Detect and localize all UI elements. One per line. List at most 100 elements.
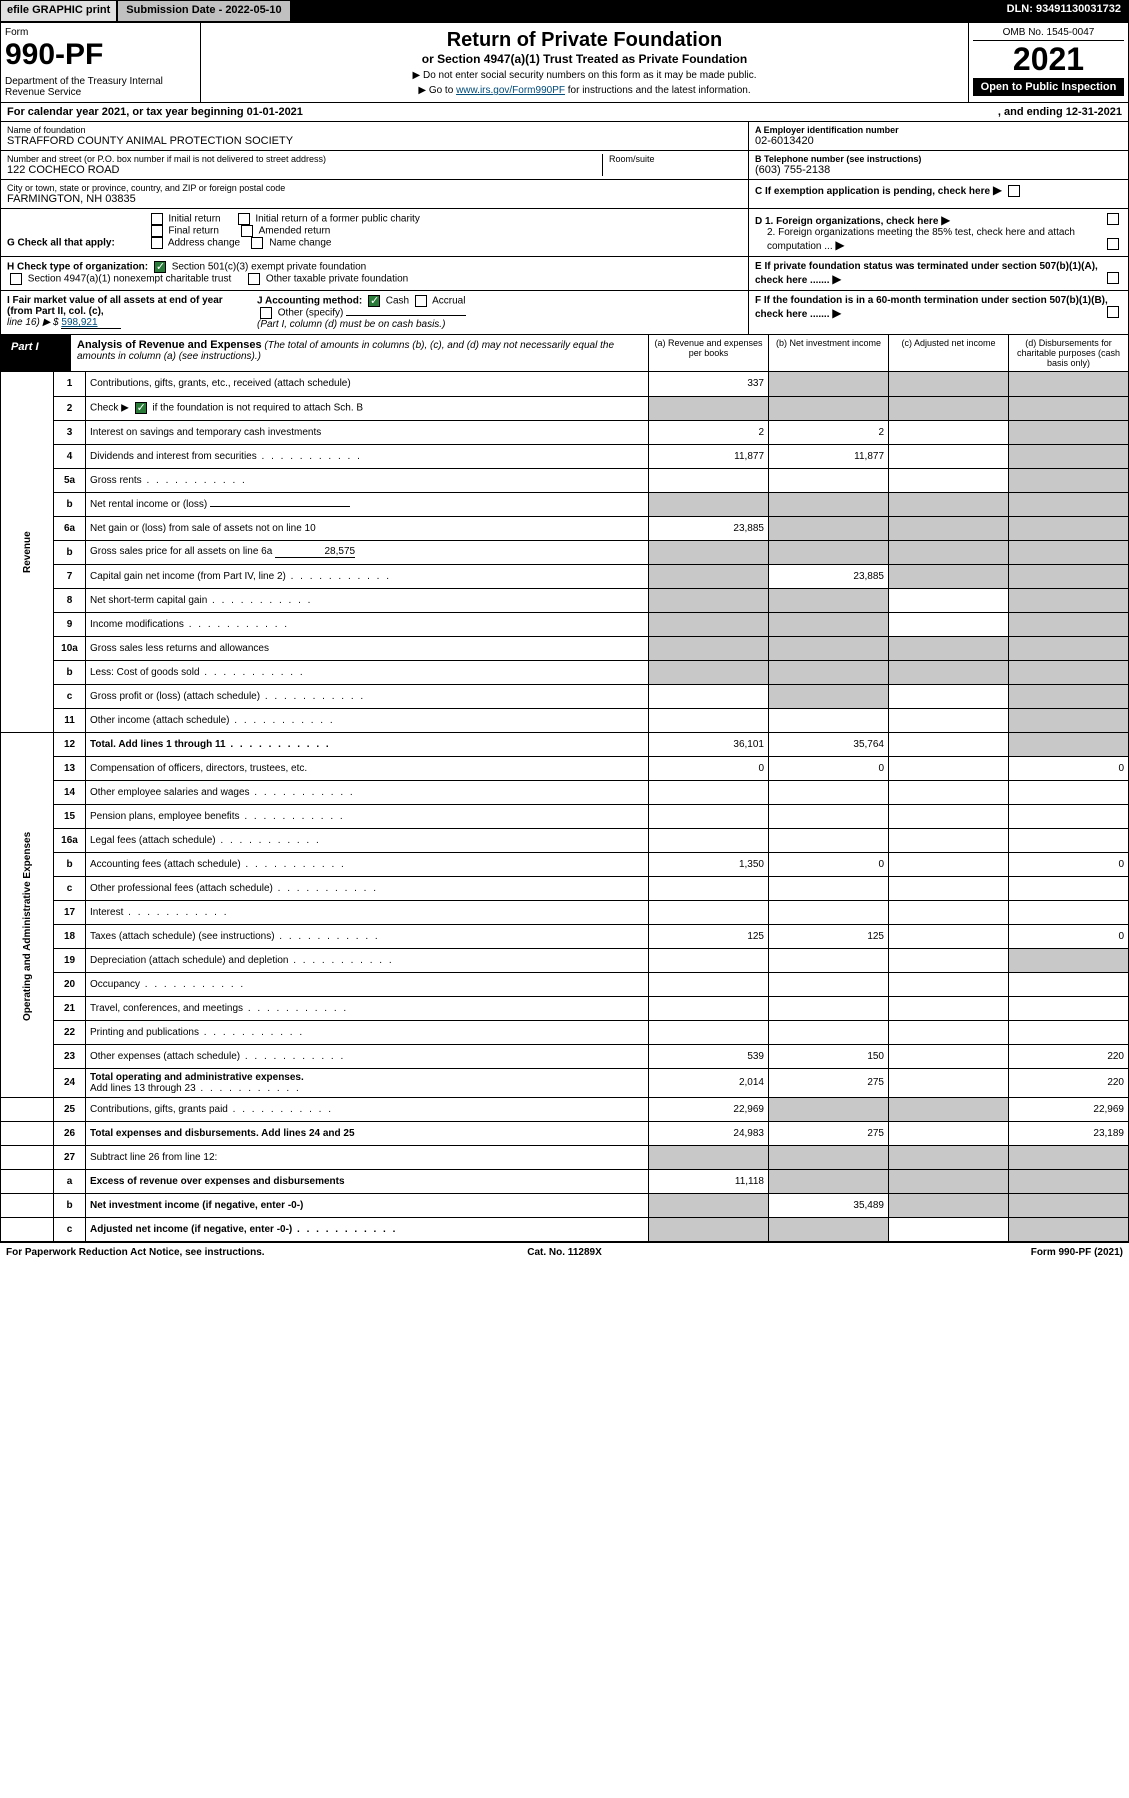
amt-d: 22,969 bbox=[1009, 1097, 1129, 1121]
amt-c bbox=[889, 852, 1009, 876]
section-d: D 1. Foreign organizations, check here ▶… bbox=[748, 209, 1128, 256]
amt-b bbox=[769, 636, 889, 660]
h-501c3-checkbox[interactable] bbox=[154, 261, 166, 273]
line-num: 1 bbox=[54, 372, 86, 396]
part1-title: Analysis of Revenue and Expenses bbox=[77, 339, 262, 351]
line-desc: Depreciation (attach schedule) and deple… bbox=[86, 948, 649, 972]
table-row: bNet rental income or (loss) bbox=[1, 492, 1129, 516]
line-desc: Total operating and administrative expen… bbox=[86, 1068, 649, 1097]
line-desc: Dividends and interest from securities bbox=[86, 444, 649, 468]
revenue-side-label: Revenue bbox=[1, 372, 54, 732]
j-accrual-checkbox[interactable] bbox=[415, 295, 427, 307]
info-grid: Name of foundation STRAFFORD COUNTY ANIM… bbox=[0, 122, 1129, 209]
amt-c bbox=[889, 492, 1009, 516]
ein-value: 02-6013420 bbox=[755, 135, 1122, 147]
table-row: 2Check ▶ if the foundation is not requir… bbox=[1, 396, 1129, 420]
amt-d: 0 bbox=[1009, 756, 1129, 780]
d2-checkbox[interactable] bbox=[1107, 238, 1119, 250]
g-amended-checkbox[interactable] bbox=[241, 225, 253, 237]
d1-checkbox[interactable] bbox=[1107, 213, 1119, 225]
line-num: c bbox=[54, 684, 86, 708]
line-num: b bbox=[54, 660, 86, 684]
amt-d bbox=[1009, 564, 1129, 588]
schb-checkbox[interactable] bbox=[135, 402, 147, 414]
info-right: A Employer identification number 02-6013… bbox=[748, 122, 1128, 208]
g-opt-4: Amended return bbox=[259, 226, 331, 237]
note-goto-post: for instructions and the latest informat… bbox=[568, 85, 751, 96]
table-row: 27Subtract line 26 from line 12: bbox=[1, 1145, 1129, 1169]
f-checkbox[interactable] bbox=[1107, 306, 1119, 318]
amt-c bbox=[889, 1217, 1009, 1241]
amt-c bbox=[889, 636, 1009, 660]
amt-b bbox=[769, 540, 889, 564]
calendar-year-row: For calendar year 2021, or tax year begi… bbox=[0, 103, 1129, 122]
line-desc: Compensation of officers, directors, tru… bbox=[86, 756, 649, 780]
amt-c bbox=[889, 564, 1009, 588]
amt-a bbox=[649, 396, 769, 420]
amt-d bbox=[1009, 660, 1129, 684]
line-num: 4 bbox=[54, 444, 86, 468]
amt-c bbox=[889, 1193, 1009, 1217]
j-cash-checkbox[interactable] bbox=[368, 295, 380, 307]
h-4947-checkbox[interactable] bbox=[10, 273, 22, 285]
line-desc: Gross profit or (loss) (attach schedule) bbox=[86, 684, 649, 708]
g-initial-checkbox[interactable] bbox=[151, 213, 163, 225]
amt-c bbox=[889, 972, 1009, 996]
addr-label: Number and street (or P.O. box number if… bbox=[7, 154, 602, 164]
line-num: 17 bbox=[54, 900, 86, 924]
amt-c bbox=[889, 1169, 1009, 1193]
amt-a bbox=[649, 660, 769, 684]
amt-c bbox=[889, 732, 1009, 756]
amt-c bbox=[889, 444, 1009, 468]
line-desc: Legal fees (attach schedule) bbox=[86, 828, 649, 852]
amt-a bbox=[649, 1193, 769, 1217]
g-name-checkbox[interactable] bbox=[251, 237, 263, 249]
line-desc: Interest bbox=[86, 900, 649, 924]
c-checkbox[interactable] bbox=[1008, 185, 1020, 197]
g-final-checkbox[interactable] bbox=[151, 225, 163, 237]
foundation-name-cell: Name of foundation STRAFFORD COUNTY ANIM… bbox=[1, 122, 748, 151]
col-b-head: (b) Net investment income bbox=[768, 335, 888, 371]
amt-d: 220 bbox=[1009, 1044, 1129, 1068]
amt-b bbox=[769, 1217, 889, 1241]
line-num: 24 bbox=[54, 1068, 86, 1097]
line-desc: Check ▶ if the foundation is not require… bbox=[86, 396, 649, 420]
amt-b bbox=[769, 780, 889, 804]
amt-d bbox=[1009, 612, 1129, 636]
g-addr-checkbox[interactable] bbox=[151, 237, 163, 249]
line-num: 10a bbox=[54, 636, 86, 660]
amt-b bbox=[769, 828, 889, 852]
g-former-checkbox[interactable] bbox=[238, 213, 250, 225]
table-row: 26Total expenses and disbursements. Add … bbox=[1, 1121, 1129, 1145]
table-row: 17Interest bbox=[1, 900, 1129, 924]
j-other-checkbox[interactable] bbox=[260, 307, 272, 319]
irs-link[interactable]: www.irs.gov/Form990PF bbox=[456, 85, 565, 96]
amt-b: 275 bbox=[769, 1121, 889, 1145]
page-footer: For Paperwork Reduction Act Notice, see … bbox=[0, 1242, 1129, 1262]
amt-a bbox=[649, 900, 769, 924]
line-num: 3 bbox=[54, 420, 86, 444]
amt-b: 150 bbox=[769, 1044, 889, 1068]
table-row: 16aLegal fees (attach schedule) bbox=[1, 828, 1129, 852]
table-row: cAdjusted net income (if negative, enter… bbox=[1, 1217, 1129, 1241]
amt-b bbox=[769, 468, 889, 492]
amt-c bbox=[889, 684, 1009, 708]
i-value-link[interactable]: 598,921 bbox=[61, 317, 121, 329]
amt-c bbox=[889, 804, 1009, 828]
line-num: b bbox=[54, 540, 86, 564]
section-i-j-f: I Fair market value of all assets at end… bbox=[0, 291, 1129, 335]
h-other-checkbox[interactable] bbox=[248, 273, 260, 285]
line-num: 11 bbox=[54, 708, 86, 732]
amt-a: 2,014 bbox=[649, 1068, 769, 1097]
efile-badge: efile GRAPHIC print bbox=[0, 0, 117, 22]
table-row: 15Pension plans, employee benefits bbox=[1, 804, 1129, 828]
table-row: cGross profit or (loss) (attach schedule… bbox=[1, 684, 1129, 708]
note-ssn: ▶ Do not enter social security numbers o… bbox=[207, 70, 962, 81]
amt-d bbox=[1009, 708, 1129, 732]
j-other-line bbox=[346, 315, 466, 316]
e-checkbox[interactable] bbox=[1107, 272, 1119, 284]
amt-a: 36,101 bbox=[649, 732, 769, 756]
amt-d bbox=[1009, 1020, 1129, 1044]
line-num: 25 bbox=[54, 1097, 86, 1121]
amt-a bbox=[649, 948, 769, 972]
